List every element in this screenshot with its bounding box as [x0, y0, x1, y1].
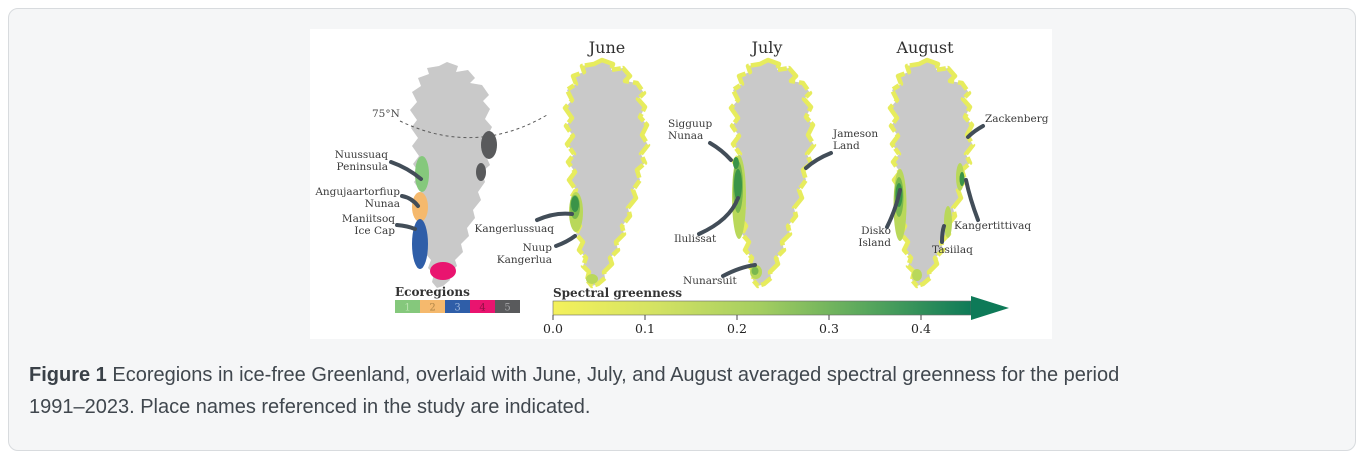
ecoregion-5-patch: [476, 163, 486, 181]
legend-number-2: 2: [429, 303, 435, 314]
nunarsuit-arrow: [721, 263, 757, 278]
figure-caption-line1: Figure 1 Ecoregions in ice-free Greenlan…: [29, 359, 1299, 391]
ilulissat-arrow: [697, 196, 740, 236]
kangerlussuaq-arrow: [535, 211, 574, 222]
ecoregion-2-patch: [412, 192, 428, 222]
latitude-75n-label: 75°N: [372, 108, 400, 120]
latitude-75n-line: [399, 114, 548, 139]
ecoregion-1-patch: [415, 156, 429, 192]
colorbar-tick-label: 0.0: [543, 321, 563, 336]
jameson-land-label: Jameson: [832, 128, 878, 140]
legend-swatch-5: [495, 300, 520, 313]
legend-number-1: 1: [404, 303, 410, 314]
ilulissat-label: Ilulissat: [674, 233, 717, 245]
greenness-patch: [959, 172, 965, 186]
sigguup-nunaa-label: Sigguup: [668, 118, 713, 130]
june-title: June: [587, 38, 626, 57]
kangertittivaq-arrow: [964, 178, 980, 222]
ecoregion-5-patch: [481, 131, 497, 159]
nuussuaq-arrow: [389, 160, 423, 181]
july-map: [731, 60, 814, 286]
angujaartorfiup-label: Angujaartorfiup: [314, 186, 400, 198]
disko-island-label: Island: [858, 237, 891, 249]
ecoregion-3-patch: [412, 219, 428, 269]
maniitsoq-arrow: [395, 223, 417, 231]
greenland-silhouette: [565, 60, 648, 286]
nuup-kangerlua-label: Nuup: [523, 242, 553, 254]
legend-swatch-3: [445, 300, 470, 313]
figure-caption-text-line2: 1991–2023. Place names referenced in the…: [29, 396, 591, 418]
ecoregions-legend: Ecoregions 1 2 3 4 5: [395, 285, 520, 314]
july-title: July: [750, 38, 783, 57]
greenness-patch: [912, 269, 922, 281]
jameson-land-arrow: [804, 151, 833, 170]
legend-number-4: 4: [479, 303, 485, 314]
legend-swatch-2: [420, 300, 445, 313]
kangertittivaq-label: Kangertittivaq: [954, 220, 1031, 232]
angujaartorfiup-arrow: [400, 194, 420, 208]
zackenberg-label: Zackenberg: [985, 113, 1049, 125]
maniitsoq-label: Ice Cap: [354, 225, 395, 237]
greenness-patch: [944, 206, 952, 238]
nuussuaq-label: Nuussuaq: [335, 149, 389, 161]
kangerlussuaq-label: Kangerlussuaq: [475, 223, 555, 235]
ecoregion-4-patch: [430, 262, 456, 280]
nuup-kangerlua-label: Kangerlua: [497, 254, 552, 266]
colorbar-title: Spectral greenness: [553, 286, 682, 300]
greenness-patch: [586, 274, 598, 284]
greenness-patch: [734, 169, 742, 201]
figure-card: 75°N Nuussuaq Peninsula Angujaartorfiup …: [8, 8, 1356, 451]
legend-number-3: 3: [454, 303, 460, 314]
sigguup-nunaa-label: Nunaa: [668, 130, 703, 142]
figure-panel: 75°N Nuussuaq Peninsula Angujaartorfiup …: [310, 29, 1052, 339]
greenness-patch: [571, 196, 579, 212]
june-map: [565, 60, 648, 286]
nunarsuit-label: Nunarsuit: [683, 275, 738, 287]
colorbar-tick-label: 0.4: [911, 321, 931, 336]
colorbar-tick-label: 0.3: [819, 321, 839, 336]
august-title: August: [895, 38, 954, 57]
figure-caption: Figure 1 Ecoregions in ice-free Greenlan…: [29, 359, 1299, 423]
sigguup-nunaa-arrow: [708, 141, 733, 162]
tasiilaq-label: Tasiilaq: [932, 244, 973, 256]
legend-swatch-1: [395, 300, 420, 313]
colorbar-ticks: [552, 315, 922, 320]
jameson-land-label: Land: [833, 140, 860, 152]
colorbar-tick-label: 0.1: [635, 321, 655, 336]
greenness-colorbar: Spectral greenness 0.0 0.1 0.2 0.3 0.4: [543, 286, 1009, 336]
legend-swatch-4: [470, 300, 495, 313]
figure-caption-label: Figure 1: [29, 364, 107, 386]
colorbar-arrow-head: [971, 296, 1009, 320]
colorbar-tick-label: 0.2: [727, 321, 747, 336]
ecoregions-legend-title: Ecoregions: [395, 285, 470, 299]
greenness-patch: [751, 267, 759, 275]
tasiilaq-arrow: [940, 224, 946, 244]
figure-caption-text-line1: Ecoregions in ice-free Greenland, overla…: [106, 364, 1120, 386]
angujaartorfiup-label: Nunaa: [365, 198, 400, 210]
colorbar-gradient-bar: [552, 300, 972, 316]
ecoregions-map: [410, 62, 497, 288]
nuup-kangerlua-arrow: [554, 234, 577, 248]
zackenberg-arrow: [966, 124, 985, 139]
legend-number-5: 5: [504, 303, 510, 314]
greenness-patch: [733, 157, 739, 169]
disko-island-arrow: [885, 188, 902, 229]
nuussuaq-label: Peninsula: [337, 161, 388, 173]
figure-image: 75°N Nuussuaq Peninsula Angujaartorfiup …: [314, 38, 1049, 336]
maniitsoq-label: Maniitsoq: [342, 213, 395, 225]
disko-island-label: Disko: [861, 225, 891, 237]
